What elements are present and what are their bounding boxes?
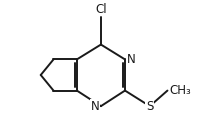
Text: Cl: Cl (95, 2, 107, 16)
Text: N: N (91, 100, 99, 113)
Text: CH₃: CH₃ (170, 84, 191, 97)
Text: N: N (127, 53, 135, 66)
Text: S: S (146, 100, 153, 113)
